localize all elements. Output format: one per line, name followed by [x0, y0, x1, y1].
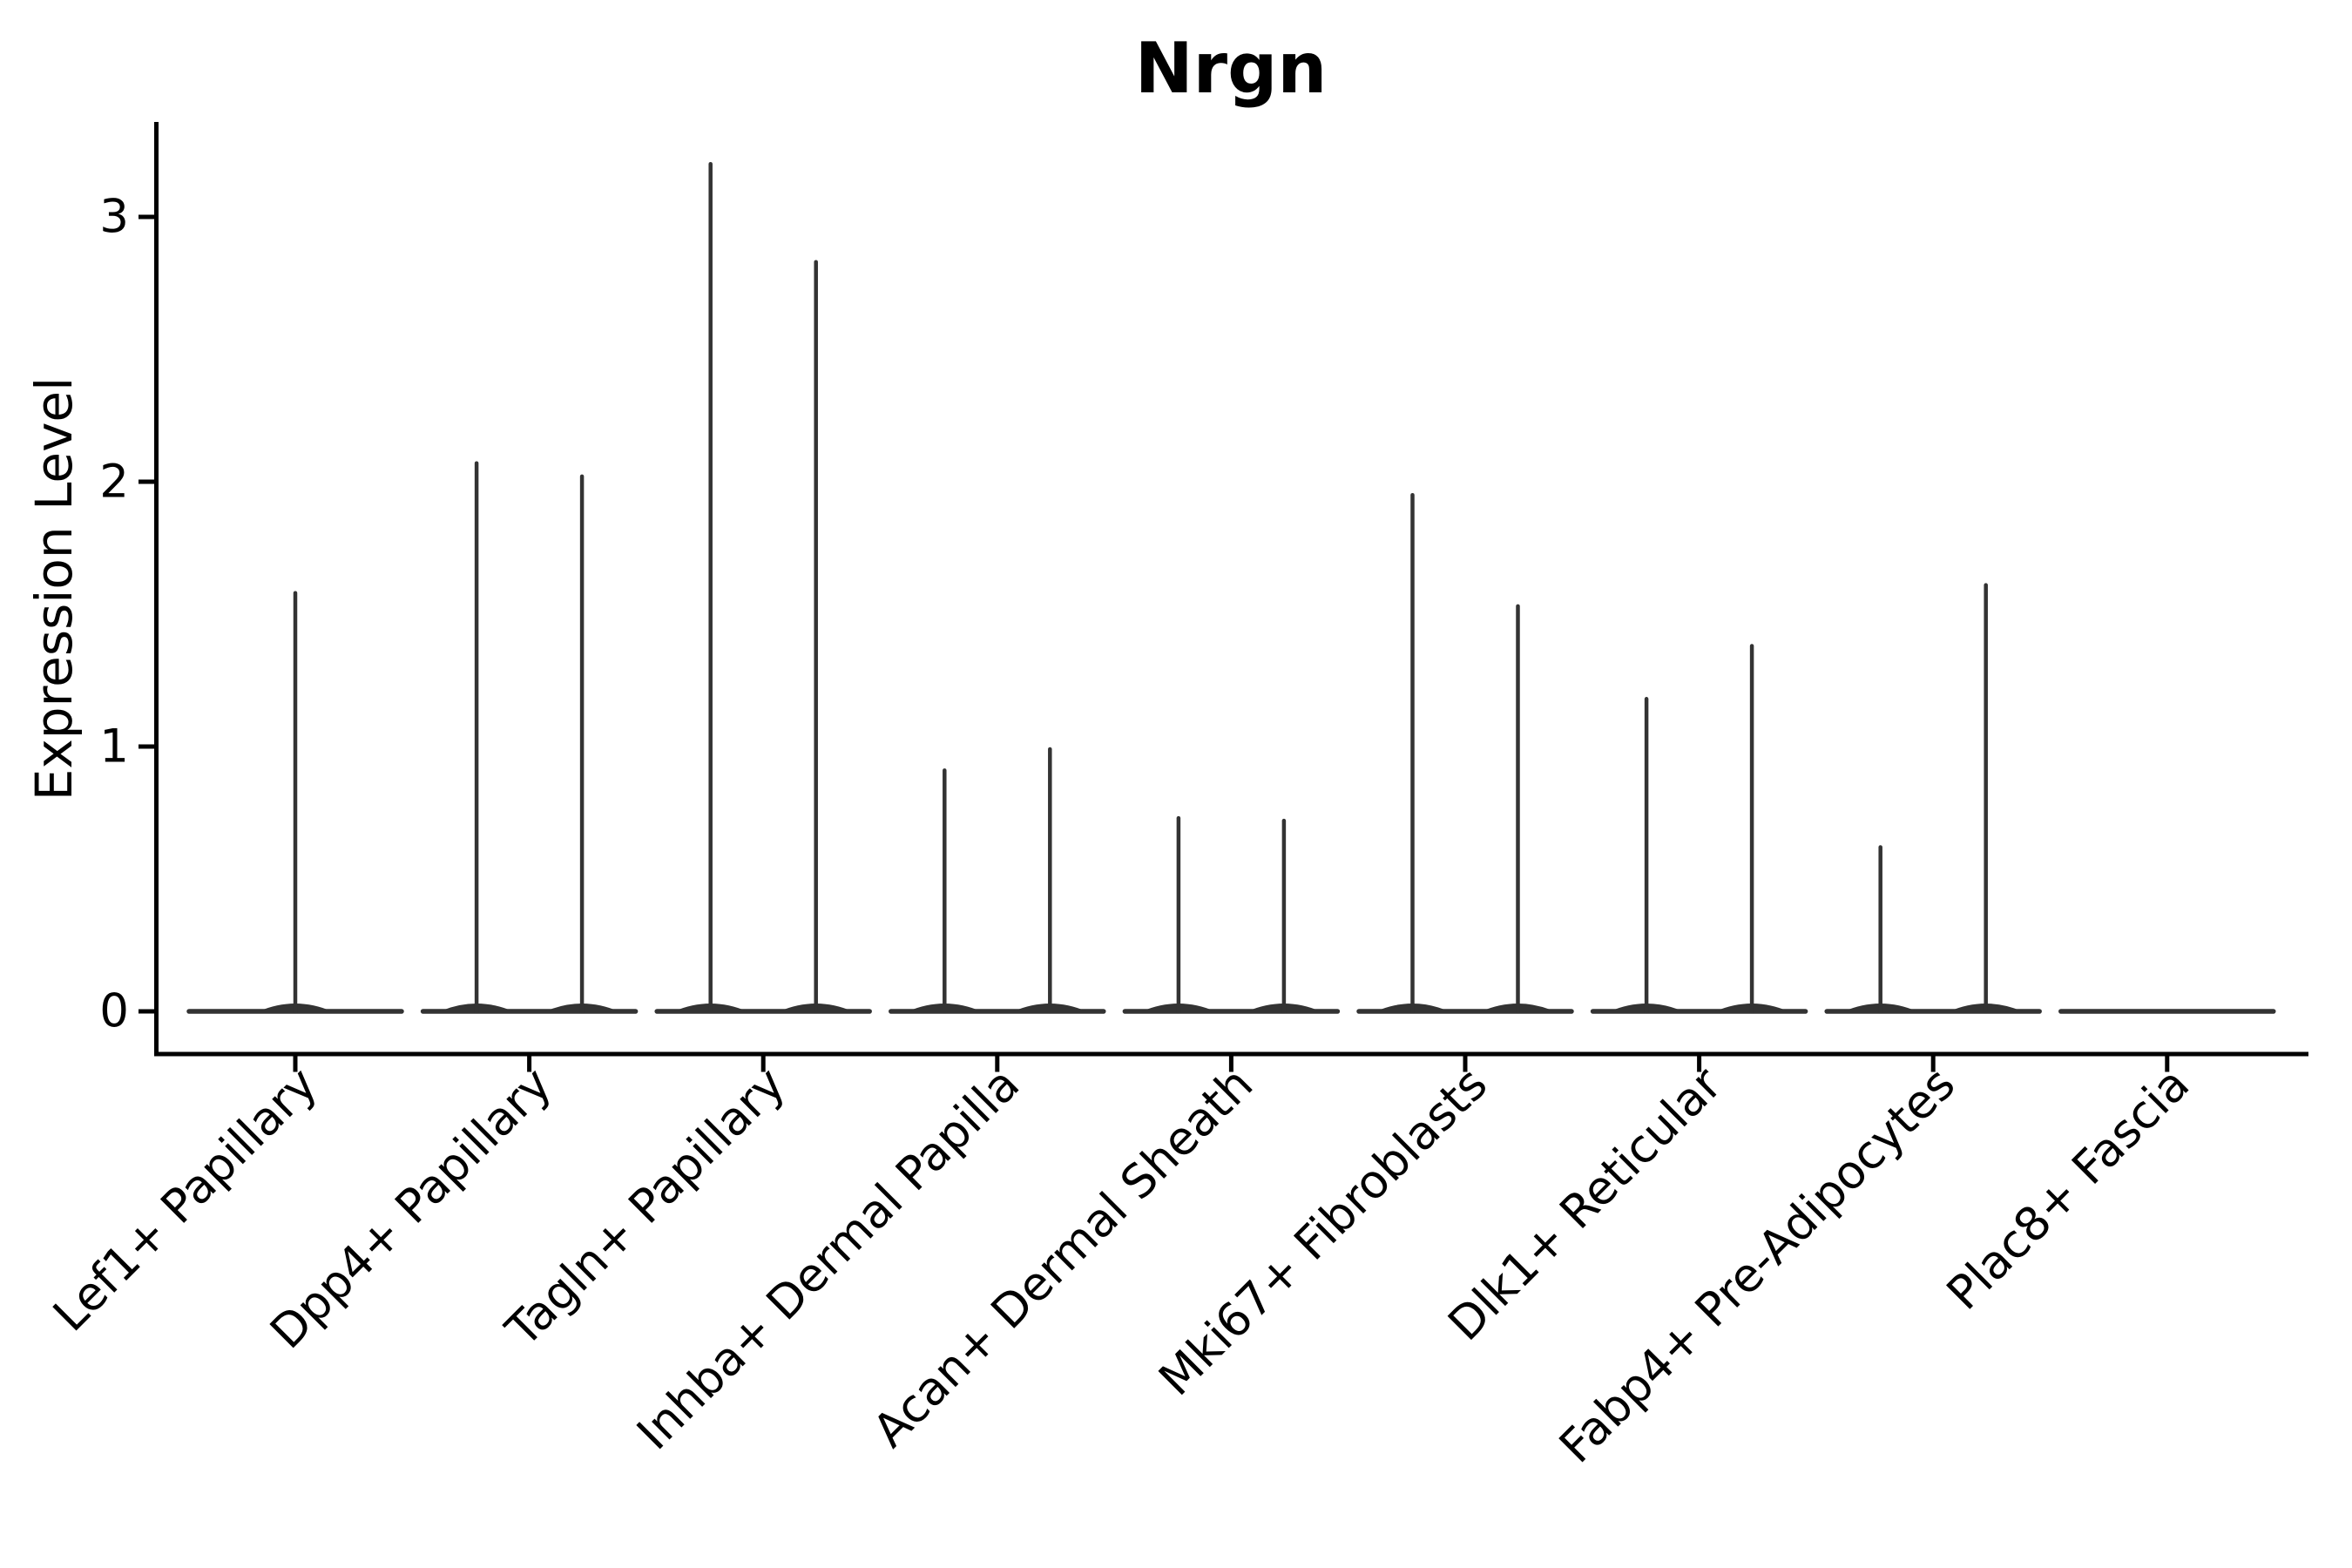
x-tick-label-fabp4-pre-adipocytes: Fabp4+ Pre-Adipocytes	[1550, 1058, 1965, 1473]
chart-title: Nrgn	[1135, 28, 1328, 109]
x-tick-label-acan-dermal-sheath: Acan+ Dermal Sheath	[863, 1058, 1263, 1457]
y-axis-label: Expression Level	[24, 377, 84, 801]
y-tick-label-3: 3	[99, 191, 129, 244]
y-tick-label-0: 0	[99, 985, 129, 1038]
y-tick-label-1: 1	[99, 720, 129, 774]
x-tick-label-inhba-dermal-papilla: Inhba+ Dermal Papilla	[627, 1058, 1030, 1460]
violin-layer	[186, 161, 2276, 1014]
tick-mark-layer	[139, 214, 2170, 1072]
x-tick-label-plac8-fascia: Plac8+ Fascia	[1937, 1058, 2200, 1320]
y-tick-label-2: 2	[99, 456, 129, 509]
